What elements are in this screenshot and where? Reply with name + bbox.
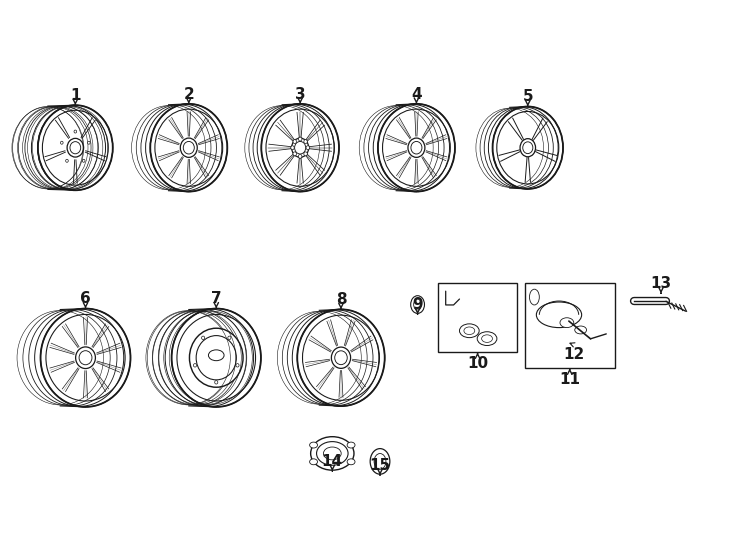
Ellipse shape (206, 347, 226, 368)
Ellipse shape (79, 350, 92, 365)
Text: 13: 13 (650, 276, 672, 292)
Ellipse shape (228, 336, 231, 340)
Ellipse shape (482, 335, 493, 342)
Text: 8: 8 (335, 292, 346, 307)
Ellipse shape (194, 363, 197, 367)
Ellipse shape (210, 350, 222, 365)
Ellipse shape (414, 299, 421, 310)
Ellipse shape (347, 442, 355, 448)
Ellipse shape (316, 442, 348, 465)
Ellipse shape (299, 154, 302, 158)
Ellipse shape (560, 318, 574, 328)
Ellipse shape (293, 140, 297, 144)
Text: 15: 15 (369, 458, 390, 473)
Ellipse shape (575, 326, 586, 334)
Ellipse shape (411, 141, 422, 154)
Ellipse shape (347, 459, 355, 465)
Ellipse shape (520, 139, 536, 157)
Ellipse shape (408, 138, 425, 157)
Ellipse shape (331, 347, 351, 368)
Ellipse shape (208, 350, 224, 361)
Ellipse shape (214, 381, 218, 384)
Text: 14: 14 (321, 454, 343, 469)
Text: 11: 11 (559, 372, 580, 387)
Ellipse shape (306, 146, 310, 150)
Ellipse shape (82, 159, 85, 163)
Ellipse shape (294, 141, 305, 154)
Ellipse shape (70, 141, 81, 154)
Ellipse shape (304, 152, 308, 156)
Ellipse shape (202, 336, 205, 340)
Ellipse shape (236, 363, 239, 367)
Ellipse shape (74, 130, 76, 133)
Ellipse shape (310, 459, 318, 465)
Ellipse shape (411, 296, 424, 313)
Ellipse shape (529, 289, 539, 305)
Text: 12: 12 (563, 347, 584, 362)
Bar (437, 284, 517, 353)
Bar (525, 284, 615, 368)
Text: 4: 4 (411, 87, 422, 102)
Text: 6: 6 (80, 292, 91, 307)
Ellipse shape (374, 454, 386, 469)
Ellipse shape (464, 327, 475, 335)
Text: 5: 5 (523, 90, 533, 104)
Ellipse shape (304, 140, 308, 144)
Ellipse shape (60, 141, 63, 144)
Ellipse shape (459, 324, 479, 338)
Ellipse shape (67, 138, 84, 157)
Text: 3: 3 (295, 87, 305, 102)
Ellipse shape (189, 328, 243, 387)
Text: 10: 10 (467, 356, 488, 372)
Text: 1: 1 (70, 88, 81, 103)
Ellipse shape (65, 159, 68, 163)
Ellipse shape (291, 138, 309, 157)
Ellipse shape (196, 335, 236, 380)
Ellipse shape (184, 141, 195, 154)
Text: 9: 9 (413, 298, 423, 312)
Ellipse shape (477, 332, 497, 346)
Text: 2: 2 (184, 87, 195, 102)
Ellipse shape (370, 449, 390, 474)
Ellipse shape (335, 351, 347, 364)
Ellipse shape (299, 137, 302, 141)
Text: 7: 7 (211, 292, 222, 307)
Ellipse shape (76, 347, 95, 368)
Ellipse shape (181, 138, 197, 157)
Ellipse shape (537, 302, 581, 328)
Ellipse shape (291, 146, 294, 150)
Ellipse shape (310, 442, 318, 448)
Ellipse shape (310, 437, 354, 470)
Ellipse shape (87, 141, 90, 144)
Ellipse shape (523, 142, 533, 153)
Ellipse shape (293, 152, 297, 156)
Ellipse shape (324, 447, 341, 460)
